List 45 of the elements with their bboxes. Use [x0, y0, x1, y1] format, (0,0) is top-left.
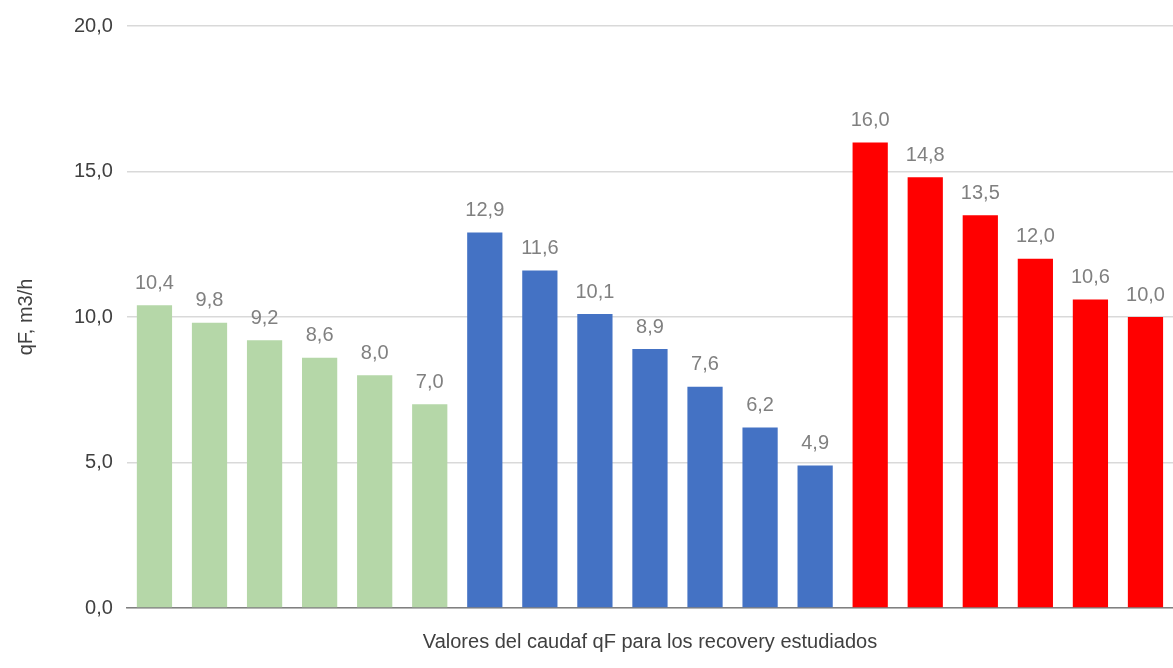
y-tick-label: 5,0 [85, 450, 113, 473]
bar [302, 357, 338, 608]
bar [467, 232, 503, 608]
bar [632, 349, 668, 608]
data-label: 8,6 [305, 323, 334, 346]
bar [797, 465, 833, 608]
bar [577, 314, 613, 608]
data-label: 8,0 [360, 340, 389, 363]
bar [962, 215, 998, 608]
data-label: 4,9 [801, 430, 830, 453]
data-label: 10,1 [575, 279, 615, 302]
data-label: 7,0 [415, 369, 444, 392]
data-label: 8,9 [636, 314, 664, 337]
data-label: 9,2 [250, 305, 279, 328]
data-label: 10,0 [1126, 282, 1165, 305]
bar [742, 427, 778, 608]
data-label: 11,6 [521, 235, 559, 258]
x-axis-title: Valores del caudaf qF para los recovery estudiados [422, 629, 878, 652]
bar [1017, 258, 1053, 608]
bar [522, 270, 558, 608]
bar [907, 177, 943, 608]
bar [136, 305, 173, 608]
data-label: 6,2 [746, 393, 774, 416]
bar [246, 340, 283, 608]
data-label: 12,9 [465, 198, 505, 221]
bar [852, 142, 888, 608]
y-tick-label: 15,0 [73, 159, 113, 182]
data-label: 10,4 [134, 270, 174, 293]
data-label: 7,6 [691, 352, 719, 375]
data-label: 9,8 [195, 288, 224, 311]
bar [412, 404, 448, 608]
y-tick-label: 20,0 [73, 13, 113, 36]
data-label: 10,6 [1070, 265, 1110, 288]
y-tick-label: 0,0 [85, 595, 113, 618]
bar [191, 322, 228, 608]
data-label: 12,0 [1015, 224, 1055, 247]
data-label: 13,5 [960, 180, 1000, 203]
data-label: 16,0 [850, 107, 890, 130]
data-label: 14,8 [905, 142, 945, 165]
bar [1072, 299, 1109, 608]
y-tick-label: 10,0 [73, 304, 113, 327]
bar [687, 386, 723, 608]
bar [1127, 317, 1164, 608]
y-axis-title: qF, m3/h [13, 278, 36, 356]
bar [357, 375, 393, 608]
